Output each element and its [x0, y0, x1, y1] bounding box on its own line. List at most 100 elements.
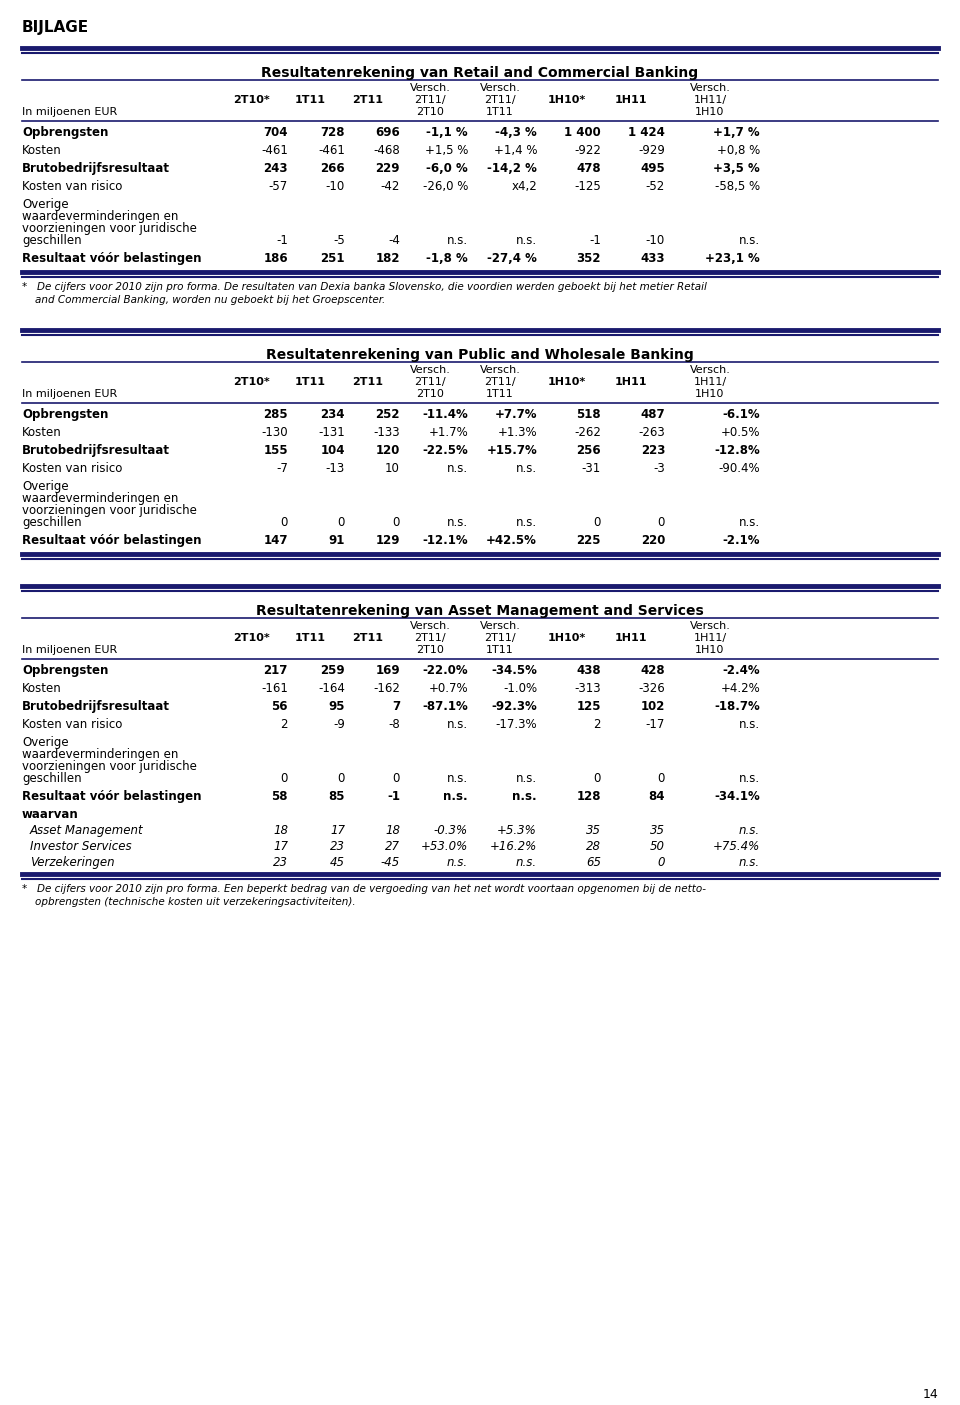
Text: In miljoenen EUR: In miljoenen EUR	[22, 389, 117, 399]
Text: 0: 0	[658, 856, 665, 870]
Text: 1 424: 1 424	[628, 126, 665, 139]
Text: In miljoenen EUR: In miljoenen EUR	[22, 645, 117, 655]
Text: -31: -31	[582, 462, 601, 475]
Text: 696: 696	[375, 126, 400, 139]
Text: n.s.: n.s.	[739, 856, 760, 870]
Text: Resultatenrekening van Public and Wholesale Banking: Resultatenrekening van Public and Wholes…	[266, 348, 694, 362]
Text: 2T11: 2T11	[352, 634, 383, 643]
Text: 2T10: 2T10	[416, 645, 444, 655]
Text: 7: 7	[392, 700, 400, 712]
Text: -3: -3	[653, 462, 665, 475]
Text: +75.4%: +75.4%	[712, 840, 760, 853]
Text: 91: 91	[328, 534, 345, 547]
Text: Versch.: Versch.	[689, 83, 731, 93]
Text: Brutobedrijfsresultaat: Brutobedrijfsresultaat	[22, 162, 170, 176]
Text: voorzieningen voor juridische: voorzieningen voor juridische	[22, 760, 197, 773]
Text: n.s.: n.s.	[513, 790, 537, 804]
Text: 147: 147	[263, 534, 288, 547]
Text: Versch.: Versch.	[689, 621, 731, 631]
Text: waardeverminderingen en: waardeverminderingen en	[22, 209, 179, 223]
Text: Brutobedrijfsresultaat: Brutobedrijfsresultaat	[22, 700, 170, 712]
Text: 2T11/: 2T11/	[484, 377, 516, 386]
Text: -87.1%: -87.1%	[422, 700, 468, 712]
Text: 2T11/: 2T11/	[484, 96, 516, 105]
Text: Opbrengsten: Opbrengsten	[22, 126, 108, 139]
Text: -11.4%: -11.4%	[422, 407, 468, 422]
Text: 234: 234	[321, 407, 345, 422]
Text: Kosten van risico: Kosten van risico	[22, 180, 122, 192]
Text: waardeverminderingen en: waardeverminderingen en	[22, 492, 179, 504]
Text: x4,2: x4,2	[512, 180, 537, 192]
Text: -162: -162	[373, 681, 400, 695]
Text: 18: 18	[385, 823, 400, 837]
Text: -17: -17	[646, 718, 665, 731]
Text: 2T11/: 2T11/	[414, 377, 445, 386]
Text: +4.2%: +4.2%	[720, 681, 760, 695]
Text: -52: -52	[646, 180, 665, 192]
Text: n.s.: n.s.	[516, 516, 537, 530]
Text: *   De cijfers voor 2010 zijn pro forma. Een beperkt bedrag van de vergoeding va: * De cijfers voor 2010 zijn pro forma. E…	[22, 884, 706, 894]
Text: geschillen: geschillen	[22, 516, 82, 530]
Text: -8: -8	[388, 718, 400, 731]
Text: 428: 428	[640, 665, 665, 677]
Text: 2T11/: 2T11/	[414, 96, 445, 105]
Text: 10: 10	[385, 462, 400, 475]
Text: -1: -1	[387, 790, 400, 804]
Text: Versch.: Versch.	[689, 365, 731, 375]
Text: 229: 229	[375, 162, 400, 176]
Text: 186: 186	[263, 251, 288, 266]
Text: 2T11/: 2T11/	[414, 634, 445, 643]
Text: -12.1%: -12.1%	[422, 534, 468, 547]
Text: geschillen: geschillen	[22, 771, 82, 785]
Text: -130: -130	[261, 426, 288, 438]
Text: 1H11/: 1H11/	[693, 96, 727, 105]
Text: 252: 252	[375, 407, 400, 422]
Text: +1.7%: +1.7%	[428, 426, 468, 438]
Text: voorzieningen voor juridische: voorzieningen voor juridische	[22, 222, 197, 235]
Text: Versch.: Versch.	[410, 365, 450, 375]
Text: -7: -7	[276, 462, 288, 475]
Text: +1,7 %: +1,7 %	[713, 126, 760, 139]
Text: -26,0 %: -26,0 %	[422, 180, 468, 192]
Text: In miljoenen EUR: In miljoenen EUR	[22, 107, 117, 117]
Text: Versch.: Versch.	[480, 621, 520, 631]
Text: 1T11: 1T11	[486, 645, 514, 655]
Text: 1H10*: 1H10*	[548, 377, 587, 386]
Text: -2.4%: -2.4%	[722, 665, 760, 677]
Text: -22.5%: -22.5%	[422, 444, 468, 457]
Text: 1H10: 1H10	[695, 645, 725, 655]
Text: 352: 352	[577, 251, 601, 266]
Text: Resultaat vóór belastingen: Resultaat vóór belastingen	[22, 790, 202, 804]
Text: n.s.: n.s.	[739, 235, 760, 247]
Text: 0: 0	[658, 516, 665, 530]
Text: 65: 65	[586, 856, 601, 870]
Text: n.s.: n.s.	[739, 718, 760, 731]
Text: n.s.: n.s.	[739, 823, 760, 837]
Text: 95: 95	[328, 700, 345, 712]
Text: 2T10: 2T10	[416, 107, 444, 117]
Text: 14: 14	[923, 1388, 938, 1401]
Text: -18.7%: -18.7%	[714, 700, 760, 712]
Text: -161: -161	[261, 681, 288, 695]
Text: 50: 50	[650, 840, 665, 853]
Text: 2T10*: 2T10*	[233, 96, 271, 105]
Text: +0,8 %: +0,8 %	[717, 143, 760, 157]
Text: -6,0 %: -6,0 %	[426, 162, 468, 176]
Text: -90.4%: -90.4%	[718, 462, 760, 475]
Text: 728: 728	[321, 126, 345, 139]
Text: 58: 58	[272, 790, 288, 804]
Text: -1,8 %: -1,8 %	[426, 251, 468, 266]
Text: +0.5%: +0.5%	[721, 426, 760, 438]
Text: +1,5 %: +1,5 %	[424, 143, 468, 157]
Text: 102: 102	[640, 700, 665, 712]
Text: -5: -5	[333, 235, 345, 247]
Text: 478: 478	[576, 162, 601, 176]
Text: 35: 35	[586, 823, 601, 837]
Text: 0: 0	[593, 771, 601, 785]
Text: 120: 120	[375, 444, 400, 457]
Text: 1H10: 1H10	[695, 107, 725, 117]
Text: 56: 56	[272, 700, 288, 712]
Text: +1,4 %: +1,4 %	[493, 143, 537, 157]
Text: +53.0%: +53.0%	[420, 840, 468, 853]
Text: 28: 28	[586, 840, 601, 853]
